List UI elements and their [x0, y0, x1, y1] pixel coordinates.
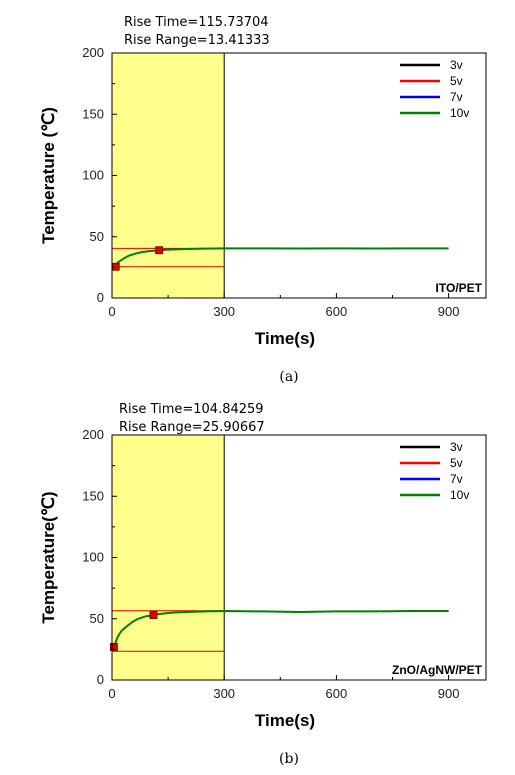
y-tick-label: 150: [82, 488, 104, 503]
rise-marker-1: [109, 643, 118, 651]
rise-marker-2: [155, 246, 164, 255]
y-tick-label: 200: [82, 45, 104, 60]
y-tick-label: 50: [90, 229, 104, 244]
x-tick-label: 300: [213, 304, 235, 319]
y-tick-label: 200: [82, 427, 104, 442]
legend-label-7v: 7v: [450, 90, 463, 104]
x-tick-label: 300: [213, 686, 235, 701]
chart-panel-1: 0 300 600 900 0 50 100 150 200 Time(s) Temperature…: [39, 15, 487, 385]
sample-label: ZnO/AgNW/PET: [392, 663, 483, 677]
rise-annotation-1: Rise Time=104.84259: [119, 402, 264, 417]
y-tick-label: 0: [97, 672, 104, 687]
x-tick-label: 0: [108, 304, 115, 319]
legend-label-7v: 7v: [450, 472, 463, 486]
x-tick-label: 600: [326, 686, 348, 701]
y-tick-label: 100: [82, 550, 104, 565]
y-axis-label: Temperature(℃): [39, 491, 58, 623]
x-tick-label: 900: [438, 686, 460, 701]
legend-label-3v: 3v: [450, 440, 463, 454]
legend-label-5v: 5v: [450, 456, 463, 470]
highlight-region: [112, 53, 225, 298]
x-tick-label: 900: [438, 304, 460, 319]
series-line-10v: [111, 247, 449, 268]
x-axis-label: Time(s): [255, 711, 315, 730]
y-tick-label: 150: [82, 106, 104, 121]
legend-label-5v: 5v: [450, 74, 463, 88]
y-axis-label: Temperature (℃): [39, 107, 58, 244]
panel-caption: (a): [279, 369, 298, 385]
legend-label-10v: 10v: [450, 488, 469, 502]
rise-marker-1: [111, 262, 120, 271]
x-axis-label: Time(s): [255, 329, 315, 348]
highlight-region: [112, 435, 225, 680]
sample-label: ITO/PET: [436, 281, 483, 295]
rise-marker-2: [149, 611, 158, 619]
legend-label-10v: 10v: [450, 106, 469, 120]
rise-annotation-1: Rise Time=115.73704: [124, 15, 269, 30]
x-tick-label: 0: [108, 686, 115, 701]
y-tick-label: 50: [90, 611, 104, 626]
y-tick-label: 0: [97, 290, 104, 305]
chart-panel-2: 0 300 600 900 0 50 100 150 200 Time(s) Temperature…: [39, 402, 487, 767]
rise-annotation-2: Rise Range=13.41333: [124, 33, 270, 48]
y-tick-label: 100: [82, 168, 104, 183]
legend-label-3v: 3v: [450, 58, 463, 72]
x-tick-label: 600: [326, 304, 348, 319]
panel-caption: (b): [279, 751, 299, 767]
rise-annotation-2: Rise Range=25.90667: [119, 420, 265, 435]
series-line-10v: [112, 610, 449, 648]
